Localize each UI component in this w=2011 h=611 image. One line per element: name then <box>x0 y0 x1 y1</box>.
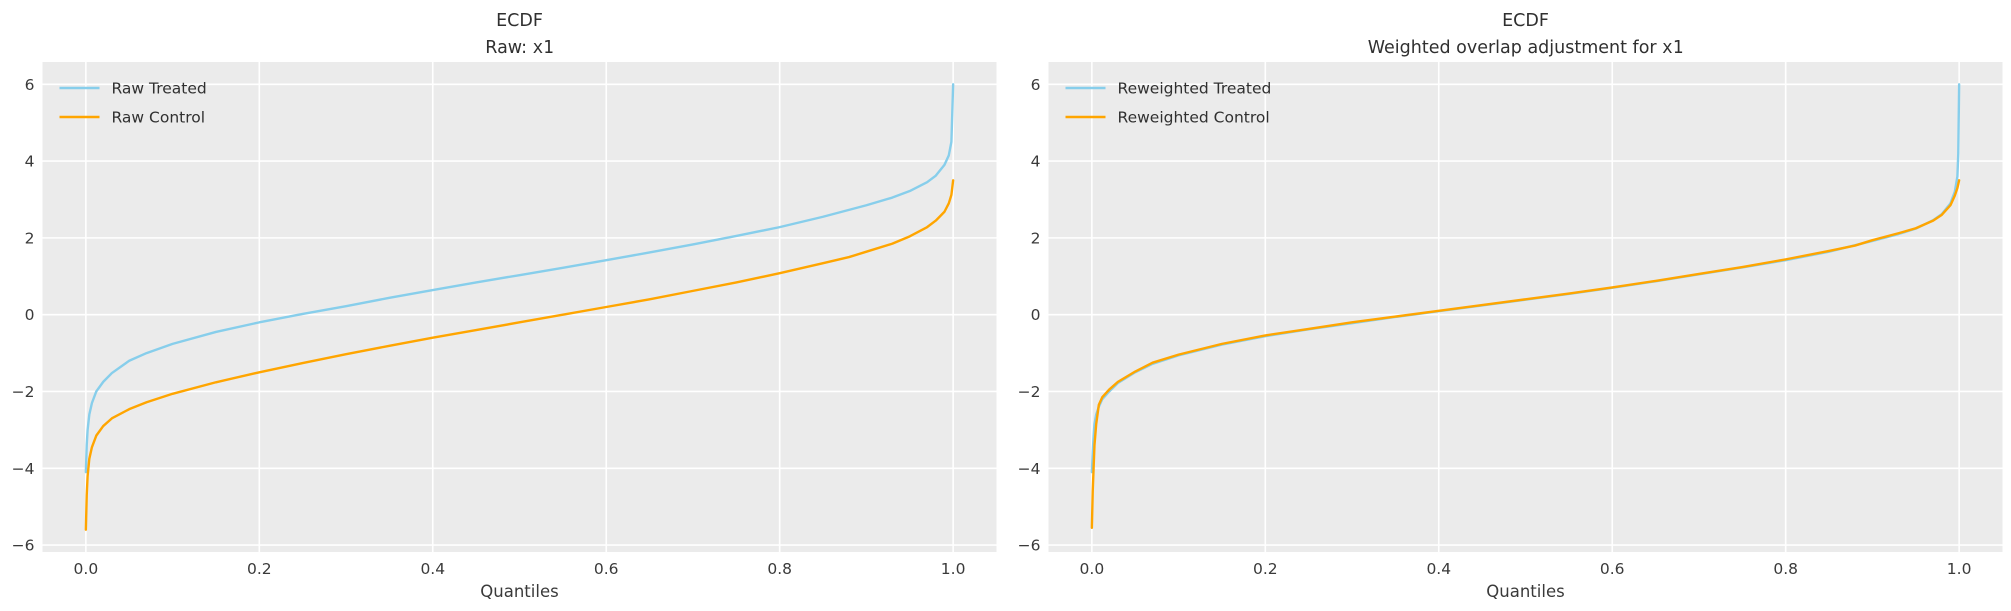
y-tick-label: 2 <box>1031 229 1041 247</box>
x-axis-label: Quantiles <box>480 582 558 601</box>
x-tick-label: 1.0 <box>1947 560 1972 578</box>
series-line-raw-treated <box>84 83 955 474</box>
y-tick-label: 4 <box>25 153 35 171</box>
y-tick-label: −6 <box>12 537 35 555</box>
y-tick-label: −6 <box>1018 537 1041 555</box>
x-tick-label: 0.4 <box>420 560 445 578</box>
x-tick-label: 0.2 <box>1253 560 1278 578</box>
y-tick-label: 6 <box>25 76 35 94</box>
x-tick-label: 1.0 <box>941 560 966 578</box>
plot-area <box>1048 62 2003 552</box>
x-axis-label: Quantiles <box>1486 582 1564 601</box>
chart-title-line1: ECDF <box>1502 11 1549 31</box>
x-tick-label: 0.4 <box>1426 560 1451 578</box>
y-tick-label: 2 <box>25 229 35 247</box>
legend-label: Raw Control <box>112 109 206 127</box>
x-tick-label: 0.6 <box>1600 560 1625 578</box>
x-tick-label: 0.0 <box>1080 560 1105 578</box>
legend-label: Reweighted Treated <box>1118 80 1272 98</box>
plot-area <box>42 62 997 552</box>
y-tick-label: −4 <box>1018 460 1041 478</box>
series-line-raw-control <box>84 179 955 531</box>
series-line-reweighted-control <box>1090 179 1961 530</box>
ecdf-chart-weighted: 6 4 2 0 −2 −4 −6 0.0 0.2 0.4 0.6 0.8 1.0 Quantiles ECD… <box>1018 11 2003 601</box>
x-tick-label: 0.2 <box>247 560 272 578</box>
chart-title-line1: ECDF <box>496 11 543 31</box>
x-tick-label: 0.6 <box>594 560 619 578</box>
x-tick-label: 0.8 <box>1773 560 1798 578</box>
legend-label: Raw Treated <box>112 80 207 98</box>
y-tick-label: 0 <box>25 306 35 324</box>
y-tick-label: 4 <box>1031 153 1041 171</box>
y-tick-label: −2 <box>12 383 35 401</box>
chart-title-line2: Weighted overlap adjustment for x1 <box>1368 38 1684 58</box>
y-tick-label: −4 <box>12 460 35 478</box>
legend-label: Reweighted Control <box>1118 109 1270 127</box>
ecdf-chart-raw: 6 4 2 0 −2 −4 −6 0.0 0.2 0.4 0.6 0.8 1.0 Quantiles ECD… <box>12 11 997 601</box>
x-tick-label: 0.8 <box>767 560 792 578</box>
chart-title-line2: Raw: x1 <box>485 38 553 58</box>
y-tick-label: 0 <box>1031 306 1041 324</box>
y-tick-label: −2 <box>1018 383 1041 401</box>
y-tick-label: 6 <box>1031 76 1041 94</box>
x-tick-label: 0.0 <box>74 560 99 578</box>
